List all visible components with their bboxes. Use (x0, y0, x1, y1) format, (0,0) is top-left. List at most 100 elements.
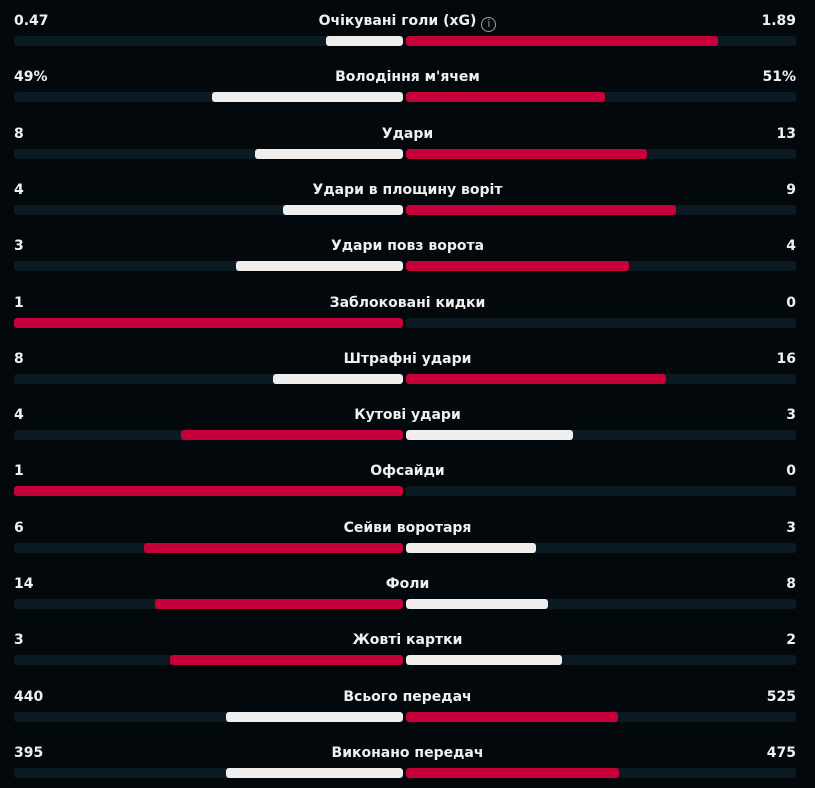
away-bar-track (406, 655, 796, 666)
home-value: 6 (14, 519, 24, 536)
stat-label-text: Заблоковані кидки (329, 294, 486, 311)
home-value: 49% (14, 69, 48, 86)
away-bar-fill (406, 599, 548, 609)
away-bar-track (406, 92, 796, 103)
away-value: 13 (776, 125, 796, 142)
away-bar-fill (406, 542, 536, 553)
stat-label-text: Очікувані голи (xG) (318, 13, 477, 29)
home-value: 4 (14, 407, 24, 424)
home-bar-fill (226, 767, 403, 778)
away-value: 3 (786, 407, 796, 424)
stat-label: Очікувані голи (xG) i (0, 12, 815, 32)
home-value: 3 (14, 632, 24, 649)
stat-label: Удари в площину воріт (0, 181, 815, 199)
home-bar-fill (254, 148, 403, 159)
home-bar-track (14, 542, 403, 553)
stat-label: Заблоковані кидки (0, 294, 815, 312)
stat-label: Офсайди (0, 462, 815, 480)
home-bar-fill (155, 599, 403, 609)
home-bar-track (14, 767, 403, 778)
away-bar-track (406, 148, 796, 159)
away-value: 475 (766, 744, 796, 761)
stat-row: 3 Жовті картки 2 (0, 619, 815, 675)
stat-label-text: Удари (381, 125, 434, 142)
away-bar-track (406, 36, 796, 46)
away-bar-track (406, 767, 796, 778)
away-value: 4 (786, 238, 796, 255)
stat-row: 440 Всього передач 525 (0, 676, 815, 732)
stat-label-text: Фоли (385, 576, 430, 592)
away-bar-track (406, 317, 796, 328)
stat-label-text: Сейви воротаря (343, 519, 472, 536)
stat-row: 8 Штрафні удари 16 (0, 338, 815, 394)
home-bar-track (14, 317, 403, 328)
stat-label: Володіння м'ячем (0, 68, 815, 86)
home-bar-fill (236, 261, 403, 272)
home-value: 8 (14, 125, 24, 142)
home-bar-fill (14, 486, 403, 497)
stat-row: 4 Удари в площину воріт 9 (0, 169, 815, 225)
away-bar-fill (406, 204, 676, 215)
home-bar-fill (169, 655, 403, 666)
home-bar-fill (180, 430, 403, 441)
home-value: 0.47 (14, 13, 49, 29)
away-value: 3 (786, 519, 796, 536)
away-bar-fill (406, 430, 574, 441)
home-value: 1 (14, 463, 24, 480)
away-value: 0 (786, 463, 796, 480)
stat-label-text: Жовті картки (352, 632, 463, 649)
home-bar-track (14, 373, 403, 384)
stat-row: 0.47 Очікувані голи (xG) i 1.89 (0, 0, 815, 56)
away-value: 8 (786, 576, 796, 592)
stat-label-text: Штрафні удари (343, 350, 472, 367)
away-bar-track (406, 599, 796, 609)
away-bar-track (406, 204, 796, 215)
away-bar-track (406, 486, 796, 497)
home-bar-track (14, 430, 403, 441)
away-bar-track (406, 542, 796, 553)
info-icon[interactable]: i (481, 17, 497, 32)
stat-label: Удари (0, 125, 815, 143)
home-bar-track (14, 92, 403, 103)
stat-label-text: Кутові удари (354, 407, 461, 424)
home-bar-track (14, 148, 403, 159)
stat-row: 14 Фоли 8 (0, 563, 815, 619)
stat-label-text: Виконано передач (331, 744, 484, 761)
stat-row: 8 Удари 13 (0, 113, 815, 169)
away-value: 9 (786, 181, 796, 198)
home-bar-track (14, 599, 403, 609)
stat-label-text: Володіння м'ячем (335, 69, 480, 86)
away-bar-fill (406, 148, 648, 159)
home-bar-fill (225, 711, 403, 722)
away-value: 51% (762, 69, 796, 86)
stat-label-text: Удари в площину воріт (312, 181, 503, 198)
away-value: 0 (786, 294, 796, 311)
home-bar-fill (283, 204, 403, 215)
stat-row: 395 Виконано передач 475 (0, 732, 815, 788)
away-bar-track (406, 373, 796, 384)
away-bar-fill (406, 655, 562, 666)
away-bar-fill (406, 373, 666, 384)
home-value: 4 (14, 181, 24, 198)
home-bar-fill (273, 373, 403, 384)
home-value: 395 (14, 744, 44, 761)
away-value: 16 (776, 350, 796, 367)
home-bar-track (14, 36, 403, 46)
stat-row: 6 Сейви воротаря 3 (0, 507, 815, 563)
away-bar-fill (406, 36, 719, 46)
stat-label: Удари повз ворота (0, 237, 815, 255)
away-value: 1.89 (761, 13, 796, 29)
stat-label: Всього передач (0, 688, 815, 706)
away-value: 2 (786, 632, 796, 649)
away-bar-fill (406, 261, 629, 272)
stat-row: 3 Удари повз ворота 4 (0, 225, 815, 281)
stat-row: 4 Кутові удари 3 (0, 394, 815, 450)
stat-label-text: Офсайди (370, 463, 445, 480)
stat-row: 1 Офсайди 0 (0, 450, 815, 506)
stat-row: 49% Володіння м'ячем 51% (0, 56, 815, 112)
stat-label: Жовті картки (0, 631, 815, 649)
home-value: 14 (14, 576, 34, 592)
home-bar-track (14, 261, 403, 272)
home-value: 1 (14, 294, 24, 311)
away-bar-fill (406, 767, 619, 778)
